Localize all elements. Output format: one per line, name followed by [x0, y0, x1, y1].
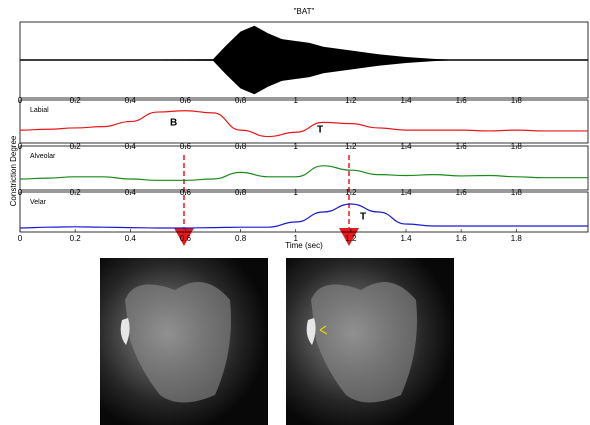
x-tick-label: 1.2	[345, 188, 357, 197]
x-tick-label: 1	[294, 142, 299, 151]
x-tick-label: 0	[18, 96, 23, 105]
x-tick-label: 0.8	[235, 188, 247, 197]
x-tick-label: 1.8	[511, 96, 523, 105]
x-tick-label: 0.2	[70, 188, 82, 197]
x-tick-label: 1.2	[345, 234, 357, 243]
line	[19, 165, 588, 181]
x-axis-label: Time (sec)	[285, 241, 323, 250]
annotation: B	[170, 118, 177, 129]
x-tick-label: 1	[294, 96, 299, 105]
x-tick-label: 1.2	[345, 96, 357, 105]
x-tick-label: 0.8	[235, 142, 247, 151]
x-tick-label: 0.2	[70, 234, 82, 243]
x-tick-label: 0.2	[70, 142, 82, 151]
x-tick-label: 0	[18, 142, 23, 151]
arrows	[174, 155, 359, 246]
x-tick-label: 1.8	[511, 234, 523, 243]
x-tick-label: 0.8	[235, 96, 247, 105]
panel-frame	[19, 145, 589, 191]
x-tick-label: 0.6	[180, 188, 192, 197]
x-tick-label: 1.4	[400, 96, 412, 105]
x-tick-label: 1.2	[345, 142, 357, 151]
x-tick-label: 0	[18, 188, 23, 197]
mri-image	[100, 258, 268, 425]
x-tick-label: 1.4	[400, 142, 412, 151]
x-tick-label: 1.4	[400, 188, 412, 197]
x-tick-label: 0.2	[70, 96, 82, 105]
waveform-envelope	[20, 25, 588, 95]
x-tick-label: 1.6	[456, 142, 468, 151]
x-tick-label: 0.4	[125, 142, 137, 151]
panel-label: Velar	[30, 199, 47, 206]
x-tick-label: 0.6	[180, 234, 192, 243]
x-tick-label: 1.8	[511, 188, 523, 197]
panel-label: Alveolar	[30, 153, 56, 160]
annotation: T	[360, 212, 366, 223]
x-tick-label: 0.6	[180, 96, 192, 105]
annotation: T	[317, 125, 323, 136]
panel-frame	[19, 99, 589, 144]
y-axis-label: Constriction Degree	[9, 135, 18, 206]
panel-frame	[19, 191, 589, 233]
x-tick-label: 0.4	[125, 188, 137, 197]
x-tick-label: 0.4	[125, 96, 137, 105]
mri-image	[286, 258, 454, 425]
x-tick-label: 1	[294, 188, 299, 197]
x-tick-label: 0.6	[180, 142, 192, 151]
x-tick-label: 1.6	[456, 234, 468, 243]
x-tick-label: 1.8	[511, 142, 523, 151]
x-tick-label: 1.6	[456, 96, 468, 105]
x-tick-label: 0.4	[125, 234, 137, 243]
x-tick-label: 1.6	[456, 188, 468, 197]
chart-title: "BAT"	[294, 7, 315, 16]
x-tick-label: 0	[18, 234, 23, 243]
x-tick-label: 1.4	[400, 234, 412, 243]
line	[19, 110, 588, 138]
x-tick-label: 0.8	[235, 234, 247, 243]
panel-label: Labial	[30, 107, 49, 114]
x-tick-label: 1	[294, 234, 299, 243]
line	[19, 203, 588, 229]
